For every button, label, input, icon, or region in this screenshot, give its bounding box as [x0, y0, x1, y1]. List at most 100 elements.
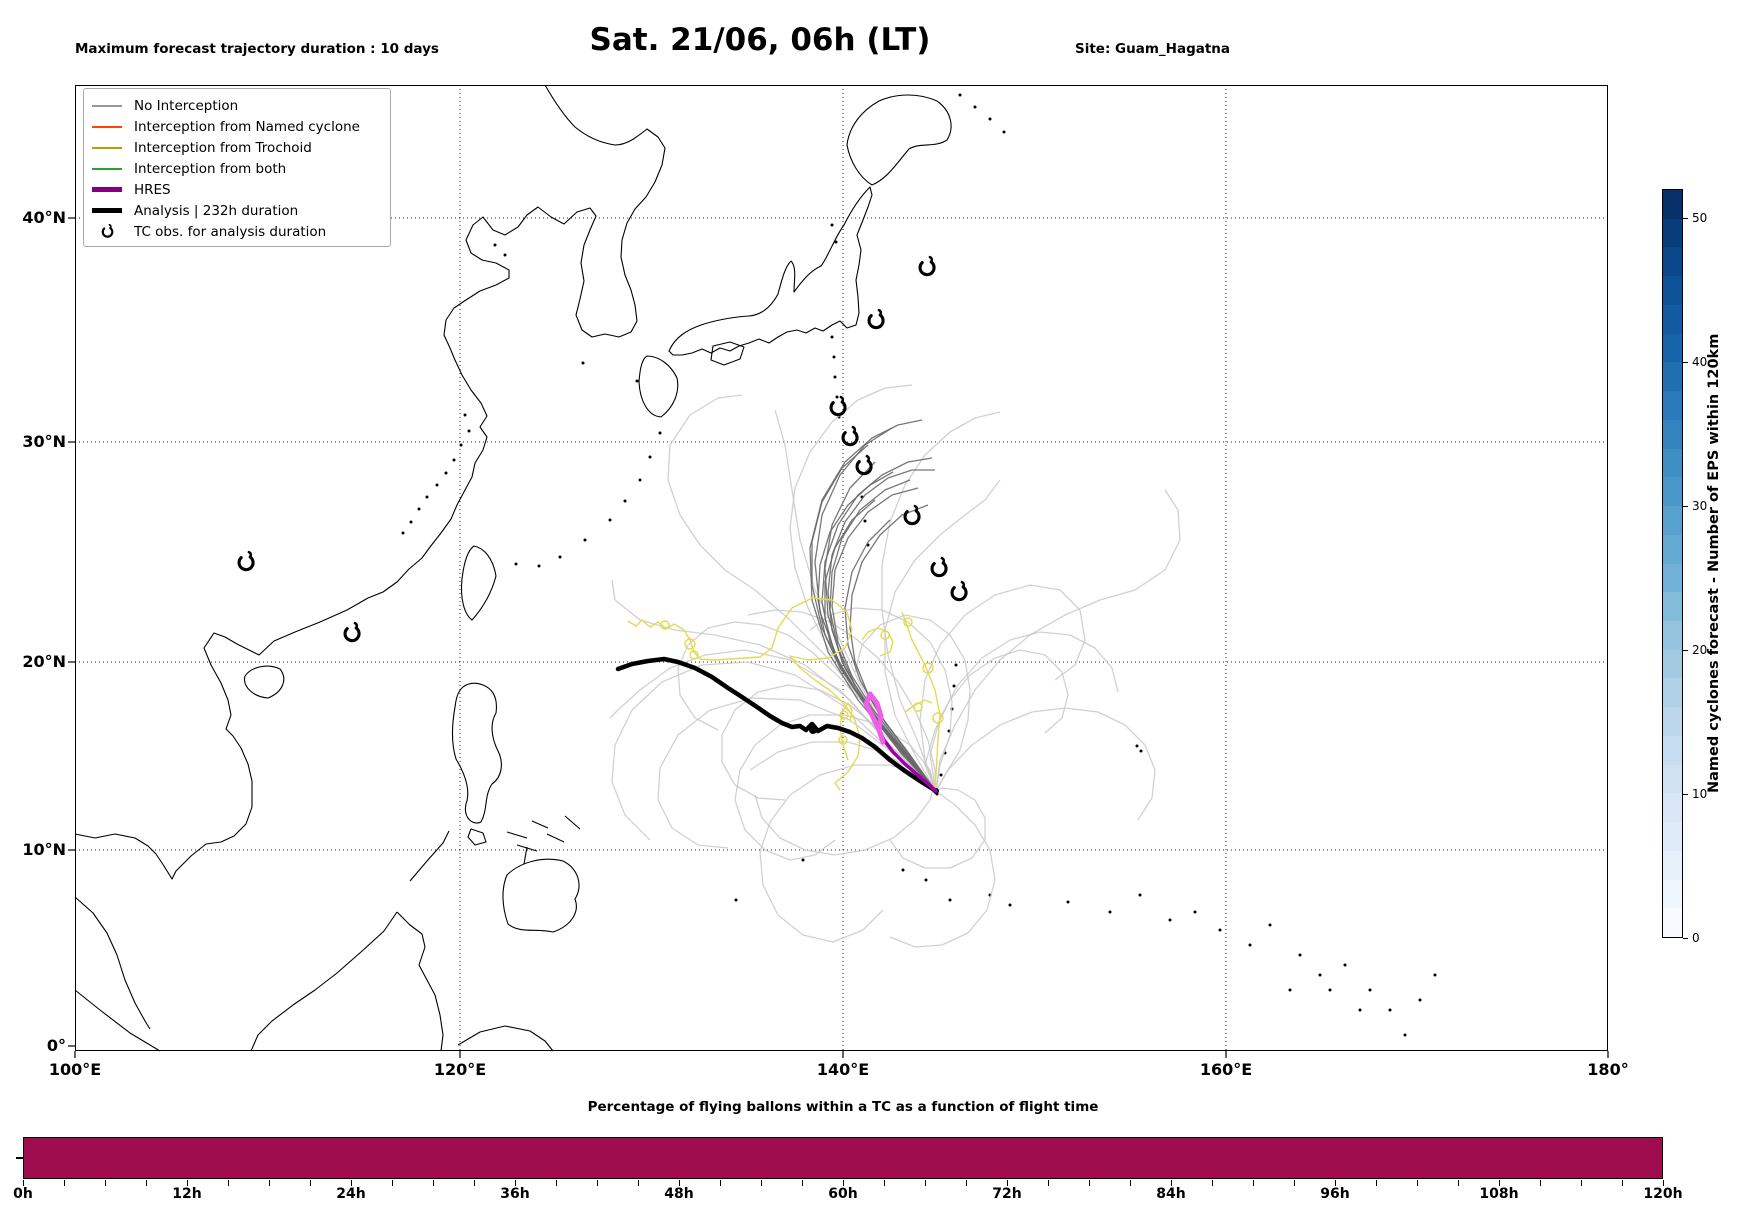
bar-axis-tick [1048, 1180, 1050, 1186]
island-dot [648, 455, 652, 459]
colorbar-segment [1663, 333, 1682, 363]
trochoid-loop [839, 710, 849, 720]
bar-axis-tick [1089, 1180, 1091, 1186]
trajectory-no-interception-dense [829, 479, 937, 792]
colorbar-segment [1663, 362, 1682, 392]
bar-axis-tick [64, 1180, 66, 1186]
trajectory-no-interception [747, 609, 937, 792]
trajectory-no-interception [884, 479, 1001, 792]
bar-axis-label: 36h [500, 1186, 530, 1202]
bar-axis-tick [638, 1180, 640, 1186]
island-dot [1139, 749, 1143, 753]
island-dot [425, 495, 429, 499]
trajectory-no-interception-dense [849, 504, 937, 792]
island-dot [901, 868, 905, 872]
trochoid-loop [922, 662, 934, 674]
legend-item: Interception from both [92, 158, 382, 179]
legend-line-swatch [92, 208, 122, 213]
lon-label: 140°E [816, 1060, 870, 1079]
island-dot [1066, 900, 1070, 904]
island-dot [1288, 988, 1292, 992]
trochoid-loop [880, 630, 890, 640]
tc-obs-icon [841, 425, 859, 447]
island-dot [832, 355, 836, 359]
bar-axis-tick [761, 1180, 763, 1186]
colorbar-segment [1663, 391, 1682, 420]
bar-axis-tick [884, 1180, 886, 1186]
legend-item-label: No Interception [134, 97, 239, 114]
coastline [523, 846, 528, 865]
trajectory-no-interception [609, 649, 937, 792]
bar-chart-y-tick [16, 1157, 23, 1159]
island-dot [444, 471, 448, 475]
colorbar-segment [1663, 247, 1682, 277]
island-dot [833, 375, 837, 379]
island-dot [1368, 988, 1372, 992]
colorbar-segment [1663, 534, 1682, 564]
bar-axis-tick [310, 1180, 312, 1186]
tc-obs-icon [930, 556, 948, 578]
colorbar-segment [1663, 621, 1682, 650]
island-dot [1108, 910, 1112, 914]
colorbar-segment [1663, 448, 1682, 478]
island-dot [924, 878, 928, 882]
tc-percentage-bar [23, 1137, 1663, 1179]
lat-label: 30°N [22, 432, 66, 451]
colorbar-tick [1683, 649, 1688, 652]
bar-axis-tick [392, 1180, 394, 1186]
trochoid-loop [684, 638, 696, 650]
tc-obs-icon [903, 504, 921, 526]
island-dot [608, 518, 612, 522]
bar-axis-label: 84h [1156, 1186, 1186, 1202]
trajectory-trochoid-interception [904, 699, 933, 713]
trochoid-loop [689, 650, 699, 660]
bar-axis-tick [433, 1180, 435, 1186]
legend-item-label: Interception from Trochoid [134, 139, 312, 156]
island-dot [417, 507, 421, 511]
island-dot [863, 519, 867, 523]
island-dot [1193, 910, 1197, 914]
bar-axis-tick [1663, 1180, 1665, 1186]
island-dot [1343, 963, 1347, 967]
coastline [457, 1025, 554, 1052]
trajectory-no-interception [734, 714, 937, 861]
coastline [74, 896, 151, 1030]
legend-line-swatch [92, 167, 122, 170]
bar-axis-tick [1499, 1180, 1501, 1186]
trajectory-trochoid-interception [901, 611, 941, 791]
coastline [451, 682, 502, 824]
trochoid-loop [913, 702, 923, 712]
colorbar [1662, 189, 1683, 938]
bar-axis-tick [1581, 1180, 1583, 1186]
island-dot [537, 564, 541, 568]
island-dot [834, 240, 838, 244]
island-dot [581, 361, 585, 365]
island-dot [558, 555, 562, 559]
tc-obs-icon [343, 621, 361, 643]
bar-axis-tick [1376, 1180, 1378, 1186]
legend-item-label: Interception from Named cyclone [134, 118, 360, 135]
island-dot [1418, 998, 1422, 1002]
bar-axis-label: 12h [172, 1186, 202, 1202]
island-dot [939, 773, 943, 777]
island-dot [952, 684, 956, 688]
island-dot [1268, 923, 1272, 927]
coastline [250, 911, 398, 1052]
bar-axis-tick [843, 1180, 845, 1186]
island-dot [830, 335, 834, 339]
colorbar-tick-label: 30 [1692, 498, 1708, 513]
colorbar-segment [1663, 879, 1682, 909]
legend-item: TC obs. for analysis duration [92, 221, 382, 242]
island-dot [1318, 973, 1322, 977]
island-dot [1328, 988, 1332, 992]
bar-axis-label: 72h [992, 1186, 1022, 1202]
lat-label: 0° [46, 1036, 66, 1055]
colorbar-segment [1663, 850, 1682, 880]
legend-item: No Interception [92, 95, 382, 116]
colorbar-segment [1663, 419, 1682, 449]
colorbar-tick-label: 40 [1692, 354, 1708, 369]
map-title: Sat. 21/06, 06h (LT) [589, 22, 931, 58]
trajectory-no-interception [935, 489, 1181, 792]
legend-item-label: Analysis | 232h duration [134, 202, 299, 219]
island-dot [958, 93, 962, 97]
